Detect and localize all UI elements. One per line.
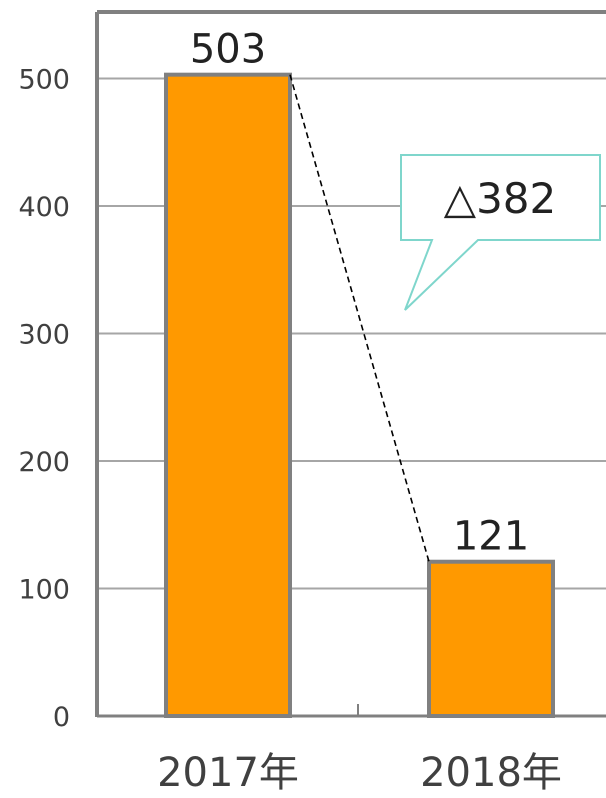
bar	[427, 559, 555, 718]
y-tick-label: 100	[18, 575, 70, 606]
callout-text: △382	[444, 174, 556, 223]
y-tick-label: 300	[18, 320, 70, 351]
y-tick-label: 200	[18, 447, 70, 478]
data-labels: 503 121	[190, 27, 529, 560]
x-axis-category-labels: 2017年 2018年	[157, 750, 562, 796]
data-label: 503	[190, 27, 266, 73]
callout-shape	[400, 154, 601, 311]
change-callout: △382	[400, 154, 601, 311]
data-label: 121	[453, 514, 529, 560]
bar	[164, 72, 292, 719]
y-tick-label: 0	[53, 702, 70, 733]
category-label: 2018年	[420, 750, 562, 796]
y-tick-label: 500	[18, 65, 70, 96]
y-tick-label: 400	[18, 192, 70, 223]
category-label: 2017年	[157, 750, 299, 796]
change-connector-line	[289, 74, 430, 562]
bars	[164, 72, 555, 719]
y-axis-tick-labels: 0 100 200 300 400 500	[18, 65, 70, 734]
